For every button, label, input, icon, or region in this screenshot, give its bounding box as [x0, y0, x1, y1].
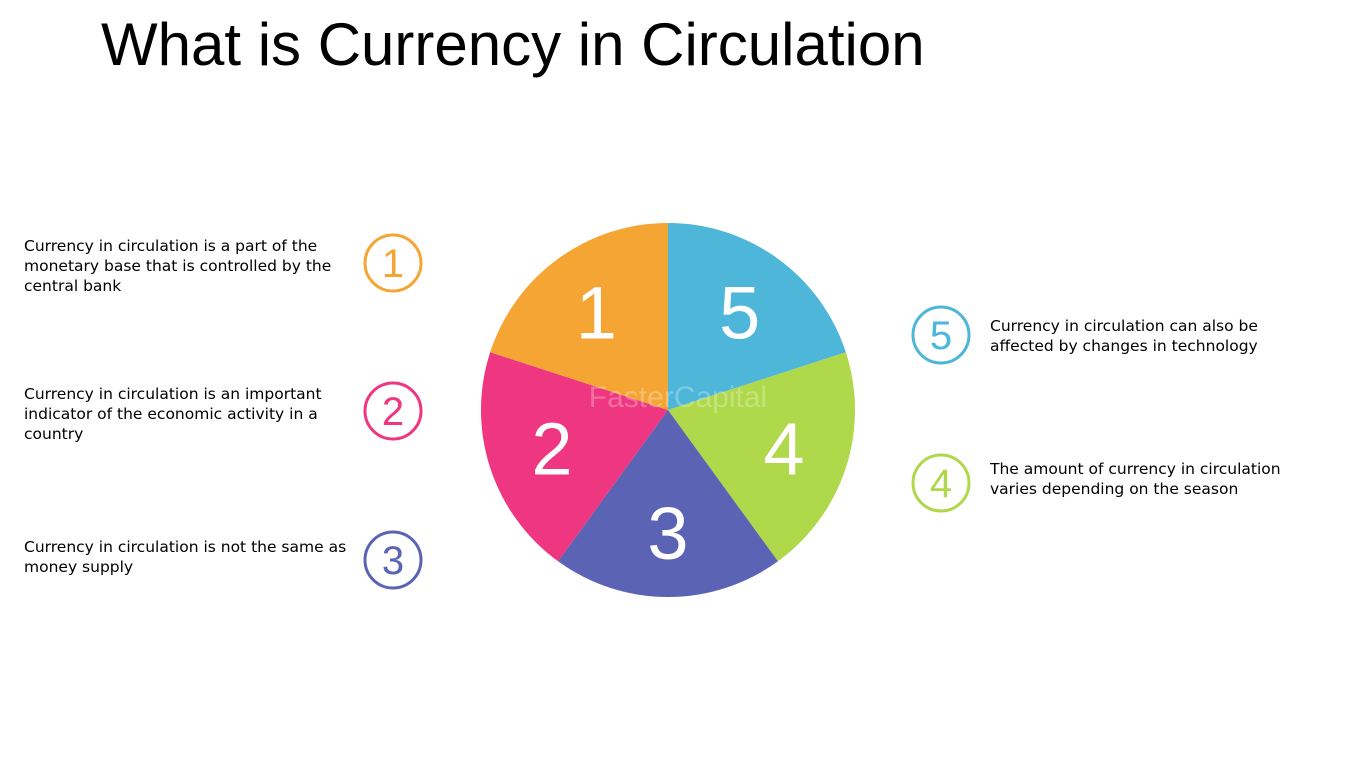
pie-label-4: 4: [763, 408, 804, 491]
point-2-text: Currency in circulation is an important …: [24, 385, 322, 443]
pie-slice-5: [668, 223, 846, 410]
badge-4-ring: [911, 453, 971, 513]
watermark: FasterCapital: [589, 381, 767, 414]
badge-5-number: 5: [930, 314, 952, 358]
pie-slice-3: [558, 410, 778, 598]
badge-2-number: 2: [382, 390, 404, 434]
number-2-badge: 2: [363, 381, 423, 441]
badge-3-number: 3: [382, 539, 404, 583]
point-4-text: The amount of currency in circulation va…: [990, 460, 1281, 498]
point-3-text: Currency in circulation is not the same …: [24, 538, 347, 576]
pie-label-3: 3: [647, 492, 688, 575]
badge-4-number: 4: [930, 462, 952, 506]
pie-label-1: 1: [576, 271, 617, 354]
pie-slice-1: [490, 223, 668, 410]
number-5-badge: 5: [911, 305, 971, 365]
pie-label-2: 2: [531, 408, 572, 491]
badge-2-ring: [363, 381, 423, 441]
number-3-badge: 3: [363, 530, 423, 590]
badge-1-number: 1: [382, 242, 404, 286]
page-title: What is Currency in Circulation: [101, 11, 925, 78]
badge-3-ring: [363, 530, 423, 590]
pie-slice-2: [480, 352, 668, 562]
number-1-badge: 1: [363, 233, 423, 293]
pie-slices: [480, 223, 856, 598]
point-1-text: Currency in circulation is a part of the…: [24, 237, 332, 295]
pie-label-5: 5: [719, 271, 760, 354]
badge-5-ring: [911, 305, 971, 365]
point-5-text: Currency in circulation can also be affe…: [990, 317, 1258, 355]
number-4-badge: 4: [911, 453, 971, 513]
badge-1-ring: [363, 233, 423, 293]
pie-slice-4: [668, 352, 856, 562]
